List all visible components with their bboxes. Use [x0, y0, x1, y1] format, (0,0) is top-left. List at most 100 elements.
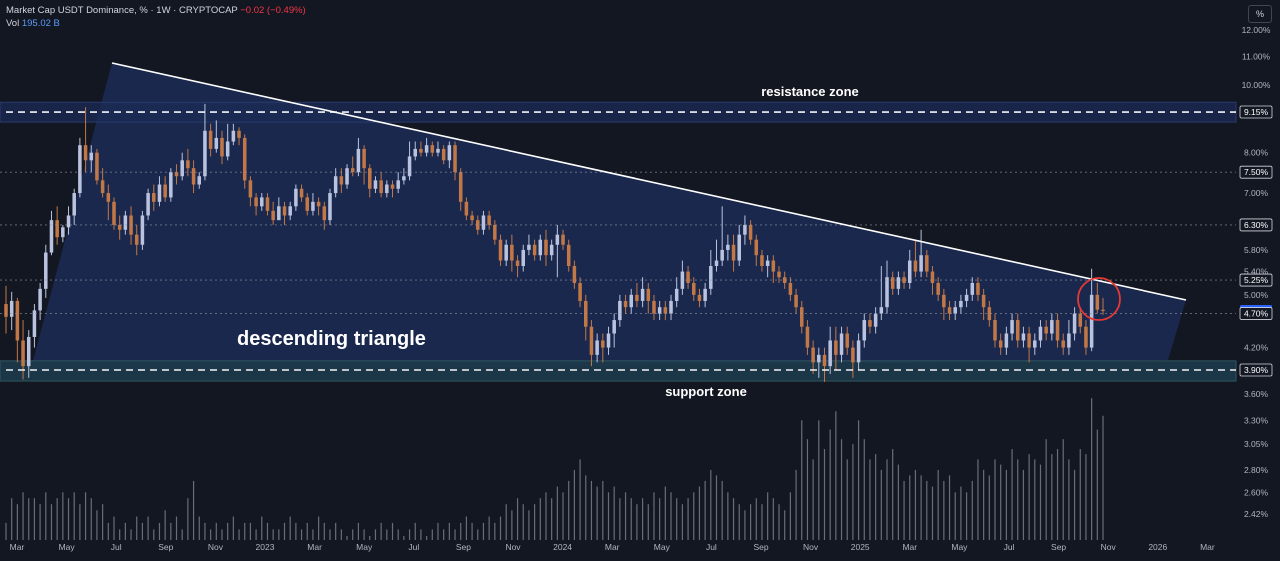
candle-body — [510, 244, 514, 261]
volume-bar — [892, 449, 894, 540]
level-badge — [1239, 218, 1273, 232]
price-change: −0.02 (−0.49%) — [240, 5, 306, 16]
volume-bar — [289, 516, 291, 540]
volume-bar — [994, 459, 996, 540]
candle-body — [328, 193, 332, 221]
candle-body — [379, 180, 383, 194]
candle-body — [601, 340, 605, 348]
candle-body — [424, 145, 429, 153]
candle-body — [862, 320, 867, 341]
candle-body — [4, 304, 8, 317]
level-label: 4.70% — [1244, 309, 1269, 319]
x-tick-label: Mar — [605, 542, 620, 552]
volume-bar — [221, 529, 223, 540]
volume-bar — [119, 529, 121, 540]
level-label: 7.50% — [1244, 167, 1269, 177]
volume-bar — [33, 498, 36, 540]
candle-body — [464, 201, 469, 216]
volume-bar — [659, 498, 661, 540]
volume-bar — [676, 498, 678, 540]
volume-bar — [158, 522, 161, 540]
candle-body — [106, 193, 111, 202]
volume-bar — [744, 510, 746, 540]
y-tick-label: 3.30% — [1244, 415, 1269, 425]
volume-bar — [1085, 454, 1087, 540]
candle-body — [419, 148, 423, 153]
volume-bar — [1073, 469, 1076, 540]
candle-body — [277, 206, 281, 221]
x-tick-label: May — [654, 542, 671, 552]
volume-bar — [653, 492, 655, 540]
volume-bar — [164, 510, 166, 540]
candle-body — [220, 137, 224, 157]
candle-body — [703, 288, 707, 301]
candle-body — [976, 282, 980, 295]
volume-bar — [488, 516, 490, 540]
candle-body — [834, 340, 838, 355]
volume-bar — [283, 522, 286, 540]
candle-body — [868, 320, 872, 327]
x-tick-label: Mar — [1200, 542, 1215, 552]
volume-bar — [357, 522, 360, 540]
level-badge — [1239, 165, 1273, 179]
candle-body — [527, 244, 531, 250]
candle-body — [356, 148, 361, 173]
candle-body — [606, 333, 611, 348]
volume-bar — [960, 486, 962, 540]
volume-bar — [903, 480, 905, 540]
candle-body — [544, 239, 548, 256]
candle-body — [180, 160, 184, 177]
candle-body — [407, 156, 412, 177]
candle-body — [782, 277, 787, 283]
volume-bar — [465, 516, 467, 540]
candle-body — [208, 130, 213, 149]
candle-body — [822, 354, 827, 367]
candle-body — [368, 168, 372, 189]
candle-body — [680, 271, 685, 289]
highlight-circle — [1077, 277, 1121, 321]
volume-bar — [306, 522, 308, 540]
volume-bar — [198, 516, 200, 540]
volume-bar — [16, 504, 18, 540]
volume-bar — [62, 492, 64, 540]
volume-bar — [534, 504, 536, 540]
x-tick-label: 2026 — [1148, 542, 1167, 552]
volume-bar — [818, 420, 820, 540]
volume-bar — [772, 498, 774, 540]
candle-body — [402, 176, 406, 181]
candle-body — [618, 300, 622, 321]
volume-bar — [323, 522, 325, 540]
volume-bar — [278, 529, 280, 540]
candle-body — [663, 307, 668, 314]
percent-scale-button[interactable]: % — [1248, 5, 1272, 23]
level-badge — [1239, 273, 1273, 287]
volume-bar — [244, 522, 246, 540]
candle-body — [197, 176, 202, 185]
candle-body — [1078, 313, 1083, 327]
candle-body — [532, 244, 537, 256]
volume-bar — [22, 492, 24, 540]
candle-body — [174, 172, 179, 177]
x-tick-label: Jul — [1004, 542, 1015, 552]
volume-bar — [636, 504, 638, 540]
candle-body — [294, 188, 298, 207]
candle-body — [942, 294, 946, 308]
volume-bar — [687, 498, 689, 540]
candle-body — [163, 184, 167, 198]
x-tick-label: Nov — [505, 542, 521, 552]
volume-bar — [704, 480, 706, 540]
volume-bar — [261, 516, 263, 540]
volume-bar — [721, 480, 723, 540]
annotation-descending-triangle: descending triangle — [237, 328, 426, 350]
candle-body — [345, 168, 349, 185]
candle-body — [1021, 333, 1026, 341]
volume-bar — [749, 504, 752, 540]
volume-bar — [869, 459, 871, 540]
level-label: 5.25% — [1244, 275, 1269, 285]
volume-bar — [954, 492, 956, 540]
volume-bar — [1096, 429, 1098, 540]
candle-body — [657, 307, 662, 314]
volume-bar — [1017, 459, 1019, 540]
